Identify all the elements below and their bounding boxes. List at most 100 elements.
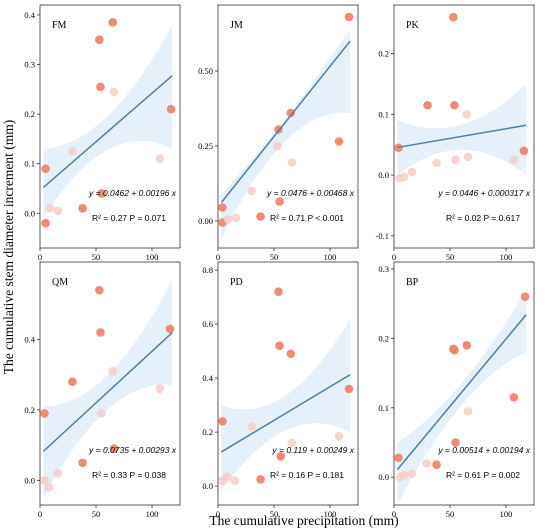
x-axis-label: The cumulative precipitation (mm) <box>209 513 398 528</box>
regression-equation: y = 0.119 + 0.00249 x <box>271 445 354 455</box>
data-point <box>155 154 165 164</box>
data-point <box>519 146 529 156</box>
data-point <box>509 393 519 402</box>
data-point <box>286 108 296 118</box>
y-tick-label: 0.3 <box>24 60 35 70</box>
data-point <box>230 476 240 486</box>
confidence-band <box>221 29 351 239</box>
data-point <box>399 470 409 480</box>
data-point <box>273 141 282 151</box>
data-point <box>247 186 256 196</box>
data-point <box>223 215 233 224</box>
data-point <box>394 453 403 463</box>
y-tick-label: 0.4 <box>24 334 35 344</box>
x-tick-label: 0 <box>392 509 396 519</box>
y-tick-label: 0.0 <box>378 170 389 180</box>
panel-label: PK <box>406 20 420 31</box>
y-tick-label: 0.4 <box>24 10 35 20</box>
plot-frame <box>217 261 359 506</box>
data-point <box>509 155 519 165</box>
regression-line <box>396 314 527 471</box>
y-tick-label: 0.2 <box>378 49 389 59</box>
x-tick-label: 50 <box>270 252 279 262</box>
data-point <box>108 366 118 376</box>
confidence-band <box>221 318 351 492</box>
plot-frame <box>217 4 359 249</box>
x-tick-label: 0 <box>38 252 42 262</box>
regression-stats: R² = 0.16 P = 0.181 <box>270 470 344 480</box>
data-point <box>449 12 458 22</box>
data-point <box>286 349 296 359</box>
y-tick-label: 0.00 <box>198 216 213 226</box>
confidence-band <box>397 289 527 505</box>
data-point <box>78 204 87 213</box>
plot-frame <box>393 261 535 506</box>
y-tick-label: 0.0 <box>24 208 35 218</box>
regression-line <box>220 373 351 453</box>
regression-equation: y = 0.0735 + 0.00293 x <box>88 445 177 455</box>
x-tick-label: 100 <box>500 252 513 262</box>
data-point <box>109 444 119 453</box>
data-point <box>222 472 232 481</box>
x-tick-label: 50 <box>446 252 455 262</box>
data-point <box>451 438 460 447</box>
data-point <box>276 452 286 461</box>
y-tick-label: 0.3 <box>378 264 389 274</box>
data-point <box>41 164 50 173</box>
data-point <box>344 12 354 22</box>
data-point <box>275 341 284 351</box>
y-tick-label: 0.6 <box>202 319 213 329</box>
y-tick-label: 0.8 <box>202 265 213 275</box>
confidence-band <box>43 279 173 498</box>
regression-stats: R² = 0.02 P = 0.617 <box>446 213 520 223</box>
data-point <box>95 35 104 45</box>
regression-line <box>42 332 173 452</box>
confidence-band <box>43 24 173 219</box>
data-point <box>344 384 354 394</box>
y-tick-label: 0.0 <box>378 472 389 482</box>
data-point <box>44 483 54 492</box>
x-tick-label: 0 <box>216 509 220 519</box>
y-axis-label: The cumulative stem diameter increment (… <box>1 120 16 375</box>
data-point <box>275 197 284 206</box>
plot-frame <box>39 4 181 249</box>
y-tick-label: 0.2 <box>378 333 389 343</box>
data-point <box>96 82 105 92</box>
data-point <box>97 189 106 198</box>
y-tick-label: 0.1 <box>24 159 35 169</box>
panel-label: JM <box>230 20 243 31</box>
data-point <box>45 204 55 213</box>
panel-qm: 0 50 100 0.0 0.2 0.4 QM y = 0.0735 + 0.00293 x R… <box>24 261 181 519</box>
data-point <box>165 324 175 334</box>
data-point <box>450 100 459 110</box>
data-point <box>96 328 105 337</box>
data-point <box>399 172 409 182</box>
data-point <box>166 104 176 114</box>
y-tick-label: 0.4 <box>202 373 213 383</box>
plot-frame <box>393 4 535 249</box>
x-tick-label: 100 <box>146 509 159 519</box>
data-point <box>463 406 473 416</box>
regression-equation: y = 0.0462 + 0.00196 x <box>88 188 177 198</box>
y-tick-label: 0.2 <box>202 427 213 437</box>
y-tick-label: 0.25 <box>198 141 213 151</box>
x-tick-label: 50 <box>270 509 279 519</box>
data-point <box>463 152 473 162</box>
data-point <box>334 431 344 441</box>
data-point <box>432 158 441 168</box>
regression-equation: y = 0.00514 + 0.00194 x <box>437 445 530 455</box>
data-point <box>520 292 530 302</box>
data-point <box>41 218 50 228</box>
data-point <box>462 110 472 119</box>
y-tick-label: 0.50 <box>198 66 213 76</box>
panel-label: QM <box>52 277 68 288</box>
data-point <box>109 87 119 97</box>
panel-label: FM <box>52 20 67 31</box>
x-tick-label: 100 <box>324 509 337 519</box>
x-tick-label: 50 <box>446 509 455 519</box>
data-point <box>218 203 227 212</box>
y-tick-label: 0.0 <box>202 481 213 491</box>
data-point <box>274 287 283 297</box>
x-tick-label: 0 <box>216 252 220 262</box>
data-point <box>432 460 441 470</box>
